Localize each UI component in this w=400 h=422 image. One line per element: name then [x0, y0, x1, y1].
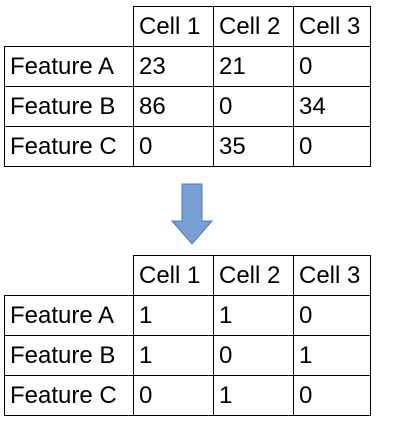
corner-cell: [4, 6, 134, 47]
row-label: Feature A: [4, 46, 134, 87]
column-header: Cell 3: [293, 6, 371, 47]
table-cell: 34: [293, 86, 371, 127]
row-label: Feature C: [4, 375, 134, 416]
table-cell: 86: [133, 86, 214, 127]
row-label: Feature B: [4, 86, 134, 127]
table-cell: 23: [133, 46, 214, 87]
count-matrix-table: Cell 1 Cell 2 Cell 3 Feature A 23 21 0 F…: [4, 6, 371, 167]
table-cell: 0: [213, 86, 294, 127]
table-cell: 1: [213, 375, 294, 416]
table-cell: 0: [293, 126, 371, 167]
row-label: Feature A: [4, 295, 134, 336]
column-header: Cell 3: [293, 255, 371, 296]
table-cell: 21: [213, 46, 294, 87]
column-header: Cell 1: [133, 255, 214, 296]
table-row: Feature B 1 0 1: [4, 335, 371, 376]
table-cell: 1: [133, 335, 214, 376]
table-row: Feature C 0 35 0: [4, 126, 371, 167]
row-label: Feature C: [4, 126, 134, 167]
table-cell: 0: [213, 335, 294, 376]
binary-matrix-table: Cell 1 Cell 2 Cell 3 Feature A 1 1 0 Fea…: [4, 255, 371, 416]
table-cell: 1: [133, 295, 214, 336]
table-row: Feature A 1 1 0: [4, 295, 371, 336]
table-cell: 0: [293, 46, 371, 87]
down-arrow-shape: [171, 183, 213, 245]
header-row: Cell 1 Cell 2 Cell 3: [4, 6, 371, 47]
column-header: Cell 2: [213, 6, 294, 47]
column-header: Cell 2: [213, 255, 294, 296]
table-row: Feature A 23 21 0: [4, 46, 371, 87]
table-cell: 0: [133, 375, 214, 416]
table-cell: 1: [293, 335, 371, 376]
down-arrow-icon: [171, 183, 213, 245]
header-row: Cell 1 Cell 2 Cell 3: [4, 255, 371, 296]
table-cell: 35: [213, 126, 294, 167]
table-cell: 0: [293, 295, 371, 336]
row-label: Feature B: [4, 335, 134, 376]
table-cell: 0: [133, 126, 214, 167]
corner-cell: [4, 255, 134, 296]
table-cell: 0: [293, 375, 371, 416]
table-cell: 1: [213, 295, 294, 336]
column-header: Cell 1: [133, 6, 214, 47]
table-row: Feature B 86 0 34: [4, 86, 371, 127]
table-row: Feature C 0 1 0: [4, 375, 371, 416]
